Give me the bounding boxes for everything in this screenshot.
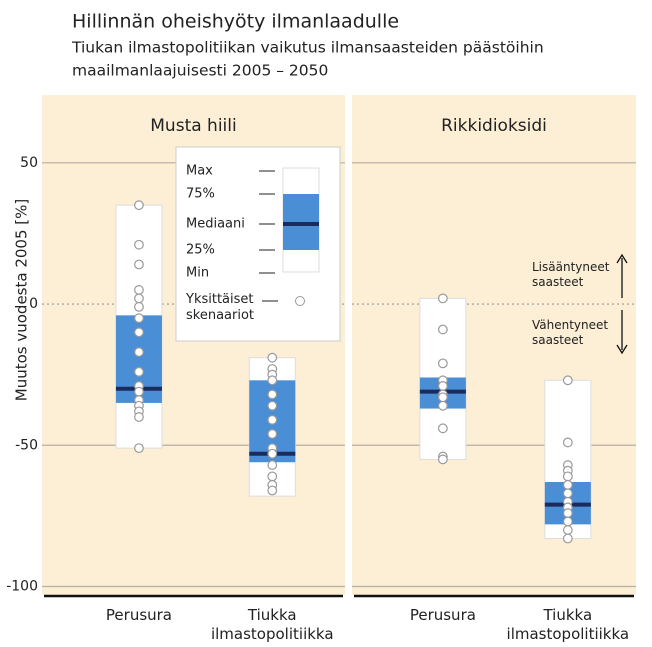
y-tick-label: 0 — [29, 296, 38, 312]
scenario-point — [267, 485, 278, 496]
panel-title: Musta hiili — [150, 116, 236, 136]
panel-title: Rikkidioksidi — [441, 116, 547, 136]
scenario-point — [437, 454, 448, 465]
scenario-point — [267, 375, 278, 386]
x-tick-label: Tiukka ilmastopolitiikka — [210, 606, 334, 643]
scenario-point — [134, 293, 144, 304]
scenario-point — [267, 460, 278, 470]
scenario-point — [562, 479, 573, 490]
scenario-point — [562, 525, 573, 535]
x-tick-label: Perusura — [105, 606, 172, 624]
scenario-point — [267, 429, 278, 439]
scenario-point — [437, 324, 448, 335]
legend-label: 25% — [186, 243, 215, 258]
chart-subtitle: Tiukan ilmastopolitiikan vaikutus ilmans… — [71, 39, 544, 57]
scenario-point — [134, 259, 144, 270]
chart-subtitle: maailmanlaajuisesti 2005 – 2050 — [72, 62, 328, 80]
arrow-head — [616, 253, 628, 264]
legend-label: Yksittäiset skenaariot — [186, 292, 255, 324]
annotation: Lisääntyneet saasteet — [532, 260, 610, 289]
scenario-point — [437, 400, 448, 411]
x-tick-label: Tiukka ilmastopolitiikka — [506, 606, 630, 643]
scenario-point — [134, 366, 144, 377]
annotation: Vähentyneet saasteet — [532, 318, 609, 347]
y-axis-label: Muutos vuodesta 2005 [%] — [13, 199, 31, 401]
scenario-point — [134, 313, 144, 324]
y-tick-label: -50 — [15, 437, 38, 453]
scenario-point — [134, 443, 144, 454]
scenario-point — [562, 375, 573, 386]
arrow-head — [616, 344, 628, 355]
scenario-point — [562, 437, 573, 448]
scenario-point — [267, 352, 278, 363]
scenario-point — [562, 508, 573, 518]
x-tick-label: Perusura — [409, 606, 476, 624]
scenario-point — [562, 488, 573, 499]
legend-point — [295, 296, 305, 306]
scenario-point — [134, 239, 144, 250]
scenario-point — [562, 471, 573, 482]
scenario-point — [134, 327, 144, 338]
scenario-point — [437, 293, 448, 304]
scenario-point — [267, 448, 278, 459]
scenario-point — [437, 358, 448, 369]
scenario-point — [267, 389, 278, 400]
legend-label: 75% — [186, 187, 215, 202]
y-tick-label: 50 — [20, 155, 38, 171]
scenario-point — [437, 392, 448, 403]
legend-label: Mediaani — [186, 217, 245, 232]
scenario-point — [437, 423, 448, 434]
scenario-point — [267, 414, 278, 425]
scenario-point — [134, 412, 144, 422]
y-tick-label: -100 — [6, 579, 38, 595]
scenario-point — [134, 200, 144, 211]
legend: Max 75% Mediaani 25% Min — [175, 146, 341, 342]
scenario-point — [134, 347, 144, 357]
scenario-point — [267, 400, 278, 411]
scenario-point — [267, 471, 278, 482]
scenario-point — [562, 516, 573, 527]
scenario-point — [134, 301, 144, 312]
legend-label: Min — [186, 266, 209, 281]
scenario-point — [134, 285, 144, 295]
chart-title: Hillinnän oheishyöty ilmanlaadulle — [72, 11, 399, 33]
legend-label: Max — [186, 164, 213, 179]
scenario-point — [134, 386, 144, 397]
scenario-point — [437, 381, 448, 391]
scenario-point — [562, 533, 573, 544]
